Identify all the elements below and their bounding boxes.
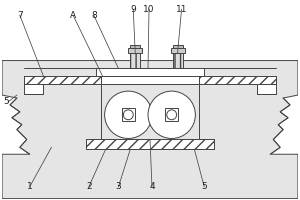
Text: 10: 10 xyxy=(143,5,155,14)
Bar xyxy=(173,45,182,48)
Bar xyxy=(130,45,140,48)
Text: 4: 4 xyxy=(149,182,155,191)
Bar xyxy=(173,53,182,68)
Bar xyxy=(165,108,178,121)
Bar xyxy=(130,53,140,68)
Circle shape xyxy=(167,110,177,120)
Circle shape xyxy=(105,91,152,138)
Bar xyxy=(24,84,44,94)
Circle shape xyxy=(148,91,195,138)
Text: 3: 3 xyxy=(116,182,121,191)
Polygon shape xyxy=(2,61,298,199)
Bar xyxy=(122,108,135,121)
Text: 9: 9 xyxy=(130,5,136,14)
Text: A: A xyxy=(70,11,76,20)
Text: 8: 8 xyxy=(91,11,97,20)
Circle shape xyxy=(123,110,133,120)
Text: 11: 11 xyxy=(176,5,187,14)
Text: 7: 7 xyxy=(17,11,23,20)
Bar xyxy=(128,48,142,53)
Text: 2: 2 xyxy=(86,182,92,191)
Bar xyxy=(96,68,204,76)
Text: 5: 5 xyxy=(3,97,9,106)
Text: 5: 5 xyxy=(201,182,207,191)
Bar xyxy=(86,139,214,149)
Bar xyxy=(171,48,184,53)
Text: 1: 1 xyxy=(27,182,33,191)
Bar xyxy=(101,76,199,84)
Bar xyxy=(24,76,101,84)
Bar xyxy=(199,76,276,84)
Bar xyxy=(256,84,276,94)
